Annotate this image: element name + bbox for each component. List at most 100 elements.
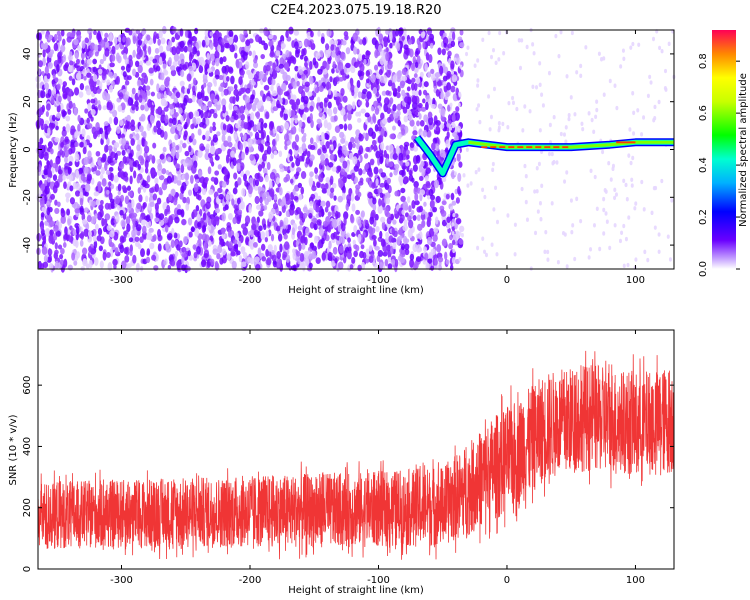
- spectrogram-faint-dot: [640, 132, 644, 137]
- spectrogram-noise-dot: [40, 195, 45, 201]
- spectrogram-noise-dot: [145, 219, 152, 229]
- spectrogram-noise-dot: [62, 110, 67, 116]
- spectrogram-noise-dot: [395, 145, 400, 154]
- spectrogram-noise-dot: [241, 151, 245, 159]
- spectrogram-noise-dot: [87, 150, 92, 159]
- spectrogram-noise-dot: [249, 120, 255, 128]
- spectrogram-noise-dot: [240, 113, 245, 121]
- spectrogram-noise-dot: [218, 193, 224, 200]
- spectrogram-noise-dot: [147, 45, 152, 55]
- spectrogram-noise-dot: [384, 182, 390, 190]
- spectrogram-noise-dot: [389, 31, 393, 41]
- spectrogram-noise-dot: [205, 143, 210, 150]
- spectrogram-noise-dot: [223, 174, 228, 182]
- spectrogram-noise-dot: [124, 80, 130, 86]
- spectrogram-noise-dot: [449, 234, 453, 241]
- spectrogram-noise-dot: [263, 27, 269, 36]
- spectrogram-noise-dot: [368, 244, 373, 252]
- spectrogram-noise-dot: [204, 110, 209, 119]
- spectrogram-noise-dot: [101, 217, 105, 227]
- spectrogram-noise-dot: [88, 32, 92, 40]
- spectrogram-faint-dot: [547, 70, 551, 76]
- spectrogram-noise-dot: [39, 200, 45, 208]
- spectrogram-noise-dot: [108, 241, 115, 248]
- spectrogram-noise-dot: [387, 263, 393, 270]
- spectrogram-noise-dot: [221, 128, 227, 136]
- spectrogram-faint-dot: [643, 249, 647, 255]
- spectrogram-noise-dot: [278, 186, 283, 196]
- spectrogram-noise-dot: [57, 244, 63, 250]
- spectrogram-noise-dot: [137, 64, 143, 74]
- spectrogram-faint-dot: [550, 201, 554, 206]
- spectrogram-noise-dot: [418, 205, 424, 213]
- spectrogram-noise-dot: [263, 223, 267, 231]
- spectrogram-noise-dot: [356, 80, 361, 88]
- y-tick-label: -40: [22, 237, 33, 253]
- spectrogram-noise-dot: [423, 114, 429, 123]
- spectrogram-noise-dot: [44, 82, 50, 90]
- spectrogram-noise-dot: [53, 224, 59, 233]
- spectrogram-noise-dot: [128, 237, 134, 243]
- spectrogram-faint-dot: [477, 167, 481, 172]
- spectrogram-noise-dot: [62, 174, 66, 181]
- spectrogram-faint-dot: [640, 179, 644, 185]
- spectrogram-noise-dot: [217, 44, 222, 53]
- spectrogram-noise-dot: [400, 80, 406, 87]
- spectrogram-noise-dot: [227, 212, 233, 221]
- spectrogram-noise-dot: [182, 113, 187, 120]
- spectrogram-noise-dot: [283, 166, 290, 172]
- spectrogram-noise-dot: [182, 64, 188, 71]
- spectrogram-faint-dot: [517, 38, 521, 43]
- spectrogram-noise-dot: [42, 57, 46, 67]
- spectrogram-noise-dot: [409, 48, 414, 58]
- spectrogram-faint-dot: [452, 212, 456, 218]
- spectrogram-noise-dot: [156, 197, 162, 205]
- spectrogram-faint-dot: [561, 230, 565, 236]
- spectrogram-noise-dot: [439, 205, 445, 211]
- spectrogram-noise-dot: [169, 259, 176, 267]
- spectrogram-noise-dot: [46, 214, 52, 223]
- spectrogram-noise-dot: [309, 105, 314, 112]
- spectrogram-noise-dot: [385, 197, 391, 205]
- spectrogram-noise-dot: [450, 170, 456, 180]
- spectrogram-noise-dot: [397, 70, 402, 77]
- spectrogram-noise-dot: [181, 246, 187, 253]
- spectrogram-noise-dot: [62, 38, 66, 46]
- spectrogram-noise-dot: [360, 108, 366, 114]
- figure-title: C2E4.2023.075.19.18.R20: [270, 3, 441, 18]
- spectrogram-noise-dot: [202, 224, 207, 233]
- spectrogram-noise-dot: [47, 88, 52, 98]
- spectrogram-noise-dot: [409, 119, 415, 127]
- spectrogram-noise-dot: [136, 175, 141, 184]
- spectrogram-noise-dot: [70, 144, 76, 154]
- spectrogram-noise-dot: [403, 115, 409, 123]
- spectrogram-noise-dot: [362, 231, 366, 238]
- spectrogram-noise-dot: [432, 234, 438, 242]
- spectrogram-noise-dot: [353, 250, 358, 258]
- spectrogram-noise-dot: [414, 110, 419, 117]
- spectrogram-noise-dot: [76, 72, 82, 81]
- spectrogram-noise-dot: [44, 185, 50, 195]
- spectrogram-noise-dot: [104, 202, 110, 210]
- spectrogram-noise-dot: [272, 202, 278, 210]
- spectrogram-faint-dot: [660, 178, 664, 184]
- spectrogram-noise-dot: [225, 115, 230, 122]
- spectrogram-noise-dot: [197, 91, 203, 100]
- spectrogram-noise-dot: [60, 44, 66, 53]
- spectrogram-noise-dot: [291, 99, 295, 106]
- spectrogram-noise-dot: [357, 70, 362, 77]
- spectrogram-noise-dot: [113, 116, 119, 126]
- spectrogram-noise-dot: [117, 132, 122, 140]
- spectrogram-noise-dot: [422, 40, 426, 50]
- spectrogram-noise-dot: [229, 96, 235, 104]
- spectrogram-faint-dot: [539, 216, 543, 222]
- spectrogram-noise-dot: [361, 169, 366, 175]
- spectrogram-faint-dot: [535, 85, 539, 90]
- spectrogram-faint-dot: [598, 246, 602, 252]
- spectrogram-faint-dot: [524, 173, 528, 179]
- spectrogram-noise-dot: [411, 77, 416, 83]
- x-tick-label: -100: [367, 275, 390, 286]
- spectrogram-noise-dot: [242, 51, 248, 61]
- spectrogram-noise-dot: [376, 254, 381, 263]
